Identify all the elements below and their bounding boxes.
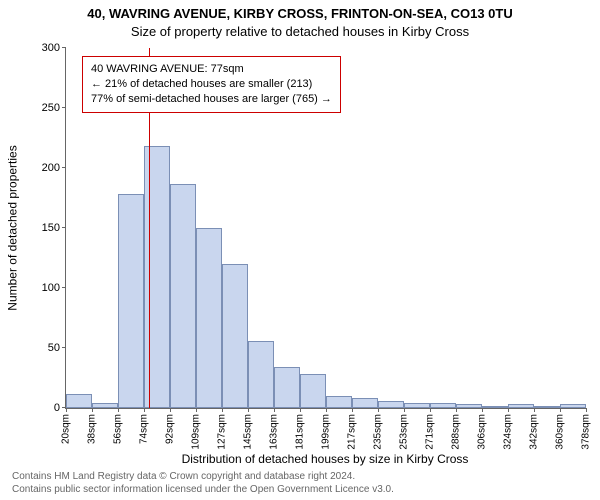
histogram-bar <box>430 403 456 408</box>
x-tick-label: 288sqm <box>451 408 462 450</box>
footer-line1: Contains HM Land Registry data © Crown c… <box>12 471 394 484</box>
histogram-bar <box>170 184 196 408</box>
chart-title-main: 40, WAVRING AVENUE, KIRBY CROSS, FRINTON… <box>0 6 600 21</box>
info-line-smaller: ← 21% of detached houses are smaller (21… <box>91 77 332 92</box>
property-size-chart: 40, WAVRING AVENUE, KIRBY CROSS, FRINTON… <box>0 0 600 500</box>
x-tick-label: 163sqm <box>269 408 280 450</box>
histogram-bar <box>118 194 144 408</box>
histogram-bar <box>456 404 482 408</box>
histogram-bar <box>534 406 560 408</box>
x-tick-label: 38sqm <box>87 408 98 444</box>
x-tick-label: 127sqm <box>217 408 228 450</box>
histogram-bar <box>66 394 92 408</box>
y-tick-mark <box>62 287 66 288</box>
x-axis-label: Distribution of detached houses by size … <box>65 452 585 466</box>
histogram-bar <box>222 264 248 408</box>
y-tick-mark <box>62 47 66 48</box>
footer-attribution: Contains HM Land Registry data © Crown c… <box>12 471 394 496</box>
histogram-bar <box>274 367 300 408</box>
y-tick-label: 200 <box>42 162 66 174</box>
x-tick-label: 378sqm <box>581 408 592 450</box>
histogram-bar <box>508 404 534 408</box>
x-tick-label: 271sqm <box>425 408 436 450</box>
histogram-bar <box>300 374 326 408</box>
x-tick-label: 20sqm <box>61 408 72 444</box>
y-tick-mark <box>62 227 66 228</box>
info-line-larger: 77% of semi-detached houses are larger (… <box>91 92 332 107</box>
chart-title-sub: Size of property relative to detached ho… <box>0 24 600 39</box>
x-tick-label: 342sqm <box>529 408 540 450</box>
y-tick-label: 50 <box>48 342 66 354</box>
info-line-property: 40 WAVRING AVENUE: 77sqm <box>91 62 332 77</box>
x-tick-label: 199sqm <box>321 408 332 450</box>
x-tick-label: 253sqm <box>399 408 410 450</box>
y-tick-label: 250 <box>42 102 66 114</box>
x-tick-label: 324sqm <box>503 408 514 450</box>
x-tick-label: 74sqm <box>139 408 150 444</box>
histogram-bar <box>378 401 404 408</box>
histogram-bar <box>352 398 378 408</box>
y-tick-label: 150 <box>42 222 66 234</box>
histogram-bar <box>482 406 508 408</box>
x-tick-label: 181sqm <box>295 408 306 450</box>
y-tick-mark <box>62 167 66 168</box>
x-tick-label: 235sqm <box>373 408 384 450</box>
histogram-bar <box>92 403 118 408</box>
y-tick-label: 300 <box>42 42 66 54</box>
y-tick-label: 100 <box>42 282 66 294</box>
x-tick-label: 56sqm <box>113 408 124 444</box>
info-box: 40 WAVRING AVENUE: 77sqm ← 21% of detach… <box>82 56 341 113</box>
x-tick-label: 306sqm <box>477 408 488 450</box>
footer-line2: Contains public sector information licen… <box>12 484 394 497</box>
histogram-bar <box>248 341 274 408</box>
y-axis-label: Number of detached properties <box>4 48 22 408</box>
histogram-bar <box>326 396 352 408</box>
histogram-bar <box>196 228 222 408</box>
x-tick-label: 109sqm <box>191 408 202 450</box>
y-tick-mark <box>62 347 66 348</box>
histogram-bar <box>560 404 586 408</box>
histogram-bar <box>404 403 430 408</box>
x-tick-label: 360sqm <box>555 408 566 450</box>
y-tick-mark <box>62 107 66 108</box>
x-tick-label: 145sqm <box>243 408 254 450</box>
x-tick-label: 92sqm <box>165 408 176 444</box>
x-tick-label: 217sqm <box>347 408 358 450</box>
